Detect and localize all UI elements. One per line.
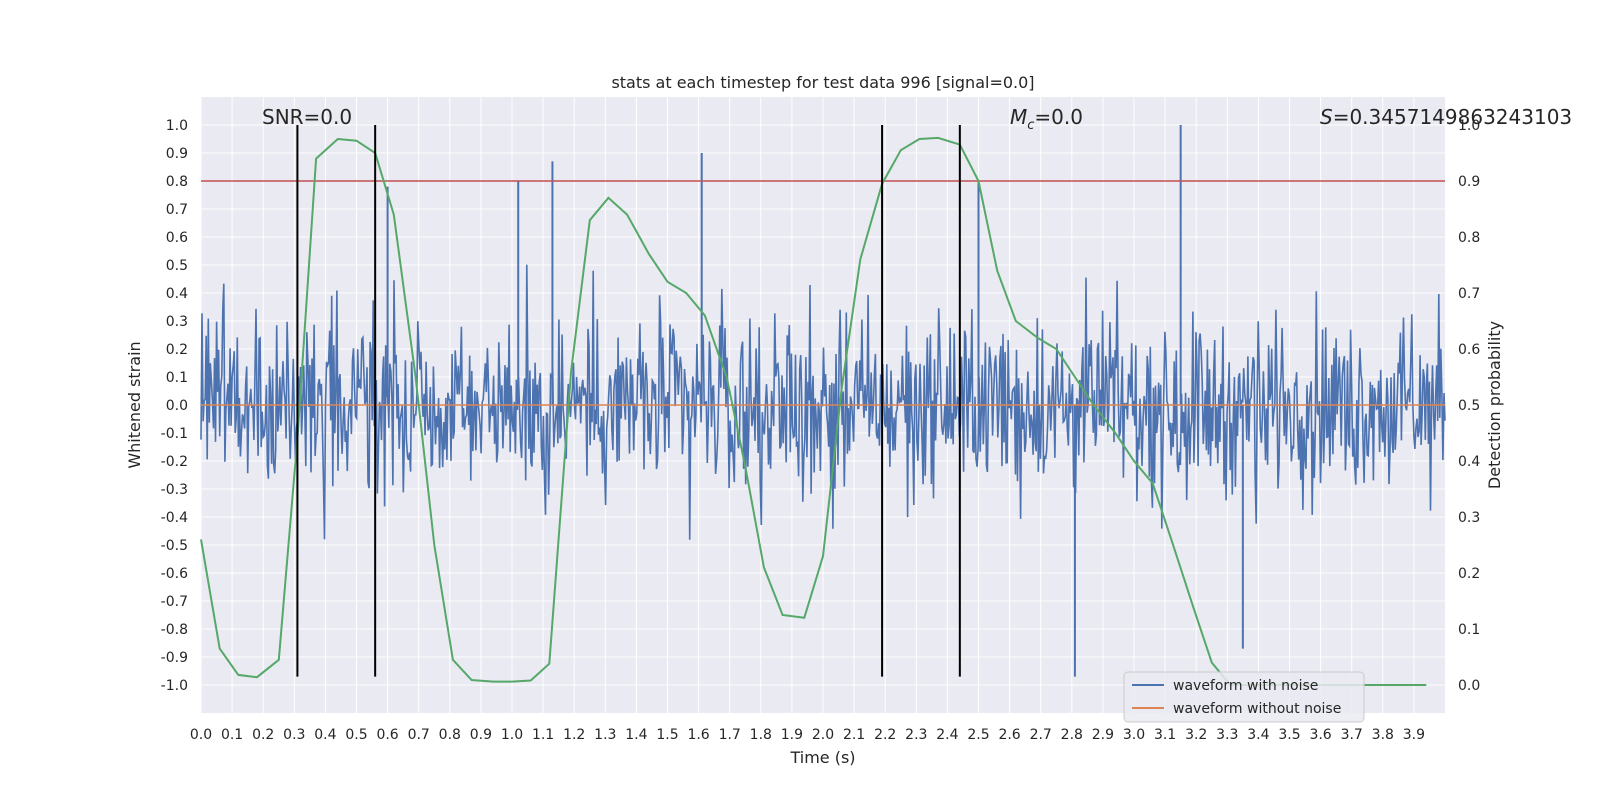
x-tick-label-32: 3.2 [1185,727,1207,743]
y-tick-label-0: 1.0 [166,118,188,134]
x-tick-label-12: 1.2 [563,727,585,743]
x-tick-label-38: 3.8 [1372,727,1394,743]
x-tick-label-27: 2.7 [1030,727,1052,743]
x-tick-label-1: 0.1 [221,727,243,743]
x-tick-label-21: 2.1 [843,727,865,743]
y-tick-label-4: 0.6 [166,230,188,246]
y-tick-label-12: -0.2 [161,454,188,470]
legend: waveform with noise waveform without noi… [1123,671,1365,723]
x-tick-label-23: 2.3 [905,727,927,743]
x-tick-label-22: 2.2 [874,727,896,743]
x-tick-label-24: 2.4 [936,727,958,743]
x-tick-label-2: 0.2 [252,727,274,743]
y-right-axis-ticks: 1.0 0.9 0.8 0.7 0.6 0.5 0.4 0.3 0.2 0.1 0.0 [1458,118,1480,694]
y-right-tick-label-7: 0.3 [1458,510,1480,526]
x-tick-label-31: 3.1 [1154,727,1176,743]
x-tick-label-5: 0.5 [345,727,367,743]
x-tick-label-7: 0.7 [408,727,430,743]
legend-box [1123,671,1365,723]
y-axis-label: Whitened strain [125,341,144,468]
x-tick-label-33: 3.3 [1216,727,1238,743]
x-tick-label-14: 1.4 [625,727,647,743]
x-tick-label-34: 3.4 [1247,727,1269,743]
x-tick-label-3: 0.3 [283,727,305,743]
x-tick-label-39: 3.9 [1403,727,1425,743]
y-right-tick-label-0: 1.0 [1458,118,1480,134]
y-right-axis-label: Detection probability [1485,321,1504,489]
y-tick-label-13: -0.3 [161,482,188,498]
x-tick-label-20: 2.0 [812,727,834,743]
x-tick-label-28: 2.8 [1061,727,1083,743]
y-tick-label-15: -0.5 [161,538,188,554]
legend-entry-clean: waveform without noise [1173,701,1341,717]
x-tick-label-36: 3.6 [1309,727,1331,743]
y-axis-ticks: 1.0 0.9 0.8 0.7 0.6 0.5 0.4 0.3 0.2 0.1 0.0 -0.1 -0.… [161,118,188,694]
y-tick-label-7: 0.3 [166,314,188,330]
y-right-tick-label-1: 0.9 [1458,174,1480,190]
x-tick-label-35: 3.5 [1278,727,1300,743]
noise-waveform-series [200,125,1446,677]
y-tick-label-17: -0.7 [161,594,188,610]
x-tick-label-11: 1.1 [532,727,554,743]
mc-subscript: c [1027,118,1034,133]
x-tick-label-37: 3.7 [1341,727,1363,743]
x-tick-label-8: 0.8 [439,727,461,743]
mc-value: =0.0 [1034,105,1083,129]
x-tick-label-16: 1.6 [687,727,709,743]
mc-annotation: Mc=0.0 [1010,105,1083,133]
x-tick-label-26: 2.6 [998,727,1020,743]
y-tick-label-1: 0.9 [166,146,188,162]
x-tick-label-15: 1.5 [656,727,678,743]
x-tick-label-4: 0.4 [314,727,336,743]
y-tick-label-16: -0.6 [161,566,188,582]
y-tick-label-5: 0.5 [166,258,188,274]
y-right-tick-label-9: 0.1 [1458,622,1480,638]
y-right-tick-label-10: 0.0 [1458,678,1480,694]
x-tick-label-19: 1.9 [781,727,803,743]
y-tick-label-3: 0.7 [166,202,188,218]
y-tick-label-11: -0.1 [161,426,188,442]
y-tick-label-2: 0.8 [166,174,188,190]
y-right-tick-label-8: 0.2 [1458,566,1480,582]
y-right-tick-label-2: 0.8 [1458,230,1480,246]
legend-entry-noise: waveform with noise [1173,678,1318,694]
y-tick-label-19: -0.9 [161,650,188,666]
x-tick-label-30: 3.0 [1123,727,1145,743]
x-tick-label-25: 2.5 [967,727,989,743]
s-annotation: S=0.3457149863243103 [1320,105,1572,129]
y-tick-label-6: 0.4 [166,286,188,302]
y-tick-label-20: -1.0 [161,678,188,694]
x-tick-label-10: 1.0 [501,727,523,743]
x-tick-label-0: 0.0 [190,727,212,743]
s-symbol: S [1320,105,1333,129]
y-tick-label-18: -0.8 [161,622,188,638]
y-tick-label-14: -0.4 [161,510,188,526]
x-tick-label-29: 2.9 [1092,727,1114,743]
s-value: =0.3457149863243103 [1333,105,1572,129]
x-tick-label-18: 1.8 [750,727,772,743]
y-tick-label-10: 0.0 [166,398,188,414]
x-tick-label-9: 0.9 [470,727,492,743]
x-axis-label: Time (s) [789,748,855,767]
y-tick-label-8: 0.2 [166,342,188,358]
mc-symbol: M [1010,105,1027,129]
y-tick-label-9: 0.1 [166,370,188,386]
y-right-tick-label-3: 0.7 [1458,286,1480,302]
snr-annotation: SNR=0.0 [262,105,352,129]
x-tick-label-13: 1.3 [594,727,616,743]
y-right-tick-label-4: 0.6 [1458,342,1480,358]
x-tick-label-6: 0.6 [376,727,398,743]
chart-title: stats at each timestep for test data 996… [611,73,1034,92]
x-axis-ticks: 0.0 0.1 0.2 0.3 0.4 0.5 0.6 0.7 0.8 0.9 1.0 1.1 1.2 1… [190,727,1425,743]
y-right-tick-label-6: 0.4 [1458,454,1480,470]
vertical-markers [296,125,961,677]
noise-waveform-line [200,264,1446,540]
x-tick-label-17: 1.7 [719,727,741,743]
y-right-tick-label-5: 0.5 [1458,398,1480,414]
